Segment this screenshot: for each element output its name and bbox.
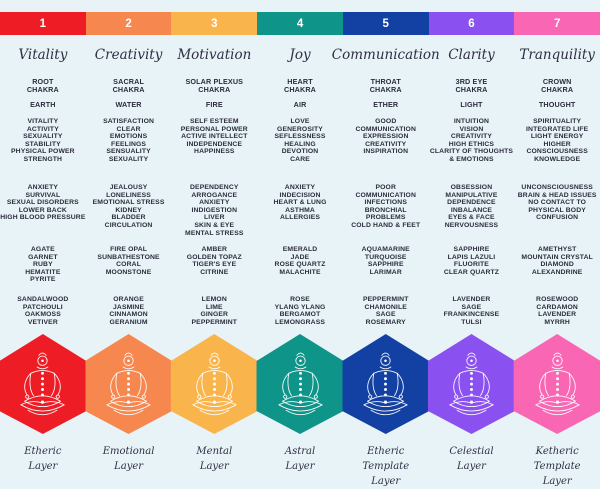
chakra-hexagon <box>170 334 258 434</box>
chakra-column-6: 6 Clarity 3RD EYE CHAKRA LIGHT INTUITION… <box>427 0 515 480</box>
issues-list: OBSESSION MANIPULATIVE DEPENDENCE INBALA… <box>444 184 499 230</box>
qualities-list: SATISFACTION CLEAR EMOTIONS FEELINGS SEN… <box>103 118 155 164</box>
chakra-number-band: 3 <box>171 12 258 35</box>
meditation-figure-icon <box>530 348 584 422</box>
scents-list: ORANGE JASMINE CINNAMON GERANIUM <box>109 296 148 326</box>
column-title: Tranquility <box>519 47 595 63</box>
chakra-hexagon <box>85 334 173 434</box>
stones-list: SAPPHIRE LAPIS LAZULI FLUORITE CLEAR QUA… <box>443 246 500 276</box>
meditation-figure-icon <box>359 348 413 422</box>
stones-list: FIRE OPAL SUNBATHESTONE CORAL MOONSTONE <box>97 246 160 276</box>
issues-list: ANXIETY INDECISION HEART & LUNG ASTHMA A… <box>273 184 327 222</box>
chakra-column-3: 3 Motivation SOLAR PLEXUS CHAKRA FIRE SE… <box>170 0 258 480</box>
qualities-list: GOOD COMMUNICATION EXPRESSION CREATIVITY… <box>355 118 416 156</box>
chakra-hexagon <box>513 334 600 434</box>
column-title: Clarity <box>448 47 495 63</box>
chakra-number: 2 <box>125 17 132 30</box>
layer-label: Etheric Template Layer <box>362 446 410 487</box>
qualities-list: VITALITY ACTIVITY SEXUALITY STABILITY PH… <box>11 118 75 164</box>
chakra-name: CROWN CHAKRA <box>541 77 574 95</box>
issues-list: UNCONSCIOUSNESS BRAIN & HEAD ISSUES NO C… <box>517 184 597 222</box>
layer-label: Celestial Layer <box>449 446 494 472</box>
meditation-figure-icon <box>16 348 70 422</box>
chakra-element: FIRE <box>205 100 223 109</box>
chakra-column-4: 4 Joy HEART CHAKRA AIR LOVE GENEROSITY S… <box>256 0 344 480</box>
layer-label: Ketheric Template Layer <box>533 446 581 487</box>
chakra-column-7: 7 Tranquility CROWN CHAKRA THOUGHT SPIRI… <box>513 0 600 487</box>
meditation-figure-icon <box>273 348 327 422</box>
chakra-number-band: 6 <box>428 12 515 35</box>
hexagon-wrap <box>513 334 600 434</box>
column-title: Creativity <box>94 47 163 63</box>
chakra-column-2: 2 Creativity SACRAL CHAKRA WATER SATISFA… <box>85 0 173 480</box>
qualities-list: SELF ESTEEM PERSONAL POWER ACTIVE INTELL… <box>180 118 248 156</box>
layer-label: Astral Layer <box>284 446 316 472</box>
chakra-number: 7 <box>553 17 561 30</box>
issues-list: ANXIETY SURVIVAL SEXUAL DISORDERS LOWER … <box>0 184 86 222</box>
chakra-element: EARTH <box>30 100 56 109</box>
chakra-name: SOLAR PLEXUS CHAKRA <box>185 77 244 95</box>
issues-list: JEALOUSY LONELINESS EMOTIONAL STRESS KID… <box>92 184 165 230</box>
hexagon-wrap <box>0 334 87 434</box>
chakra-hexagon <box>427 334 515 434</box>
chakra-column-1: 1 Vitality ROOT CHAKRA EARTH VITALITY AC… <box>0 0 87 480</box>
chakra-element: WATER <box>115 100 142 109</box>
chakra-element: ETHER <box>373 100 399 109</box>
layer-label: Etheric Layer <box>24 446 62 472</box>
issues-list: POOR COMMUNICATION INFECTIONS BRONCHIAL … <box>351 184 421 230</box>
chakra-number: 4 <box>296 17 304 30</box>
hexagon-wrap <box>342 334 430 434</box>
scents-list: SANDALWOOD PATCHOULI OAKMOSS VETIVER <box>17 296 69 326</box>
chakra-element: AIR <box>293 100 307 109</box>
chakra-name: 3RD EYE CHAKRA <box>455 77 488 95</box>
chakra-name: SACRAL CHAKRA <box>112 77 145 95</box>
scents-list: PEPPERMINT CHAMONILE SAGE ROSEMARY <box>362 296 409 326</box>
stones-list: EMERALD JADE ROSE QUARTZ MALACHITE <box>274 246 326 276</box>
stones-list: AMETHYST MOUNTAIN CRYSTAL DIAMOND ALEXAN… <box>521 246 593 276</box>
hexagon-wrap <box>170 334 258 434</box>
hexagon-wrap <box>85 334 173 434</box>
layer-label: Emotional Layer <box>102 446 155 472</box>
chakra-number-band: 4 <box>257 12 343 35</box>
chakra-number-band: 1 <box>0 12 86 35</box>
hexagon-wrap <box>256 334 344 434</box>
chakra-column-5: 5 Communication THROAT CHAKRA ETHER GOOD… <box>331 0 440 487</box>
scents-list: ROSEWOOD CARDAMON LAVENDER MYRRH <box>536 296 579 326</box>
chakra-number: 5 <box>382 17 389 30</box>
hexagon-wrap <box>427 334 515 434</box>
qualities-list: SPIRITUALITY INTEGRATED LIFE LIGHT ENERG… <box>526 118 589 164</box>
qualities-list: INTUITION VISION CREATIVITY HIGH ETHICS … <box>429 118 514 164</box>
issues-list: DEPENDENCY ARROGANCE ANXIETY INDIGESTION… <box>185 184 244 237</box>
chakra-element: THOUGHT <box>538 100 576 109</box>
stones-list: AGATE GARNET RUBY HEMATITE PYRITE <box>25 246 61 284</box>
chakra-hexagon <box>0 334 87 434</box>
scents-list: ROSE YLANG YLANG BERGAMOT LEMONGRASS <box>274 296 326 326</box>
chakra-number: 1 <box>39 17 47 30</box>
meditation-figure-icon <box>444 348 498 422</box>
scents-list: LAVENDER SAGE FRANKINCENSE TULSI <box>443 296 500 326</box>
chakra-number: 6 <box>468 17 475 30</box>
stones-list: AMBER GOLDEN TOPAZ TIGER'S EYE CITRINE <box>186 246 242 276</box>
column-title: Vitality <box>18 47 68 63</box>
column-title: Joy <box>289 47 311 63</box>
scents-list: LEMON LIME GINGER PEPPERMINT <box>191 296 238 326</box>
chakra-element: LIGHT <box>460 100 483 109</box>
meditation-figure-icon <box>102 348 156 422</box>
meditation-figure-icon <box>187 348 241 422</box>
chakra-name: HEART CHAKRA <box>284 77 317 95</box>
layer-label: Mental Layer <box>196 446 233 472</box>
chakra-number-band: 5 <box>342 12 429 35</box>
chakra-hexagon <box>342 334 430 434</box>
qualities-list: LOVE GENEROSITY SEFLESSNESS HEALING DEVO… <box>274 118 326 164</box>
chakra-hexagon <box>256 334 344 434</box>
chakra-number-band: 2 <box>85 12 172 35</box>
chakra-number: 3 <box>211 17 218 30</box>
chakra-number-band: 7 <box>514 12 600 35</box>
column-title: Motivation <box>177 47 252 63</box>
stones-list: AQUAMARINE TURQUOISE SAPPHIRE LARIMAR <box>361 246 410 276</box>
chakra-name: THROAT CHAKRA <box>369 77 402 95</box>
chakra-name: ROOT CHAKRA <box>26 77 59 95</box>
column-title: Communication <box>331 47 440 63</box>
